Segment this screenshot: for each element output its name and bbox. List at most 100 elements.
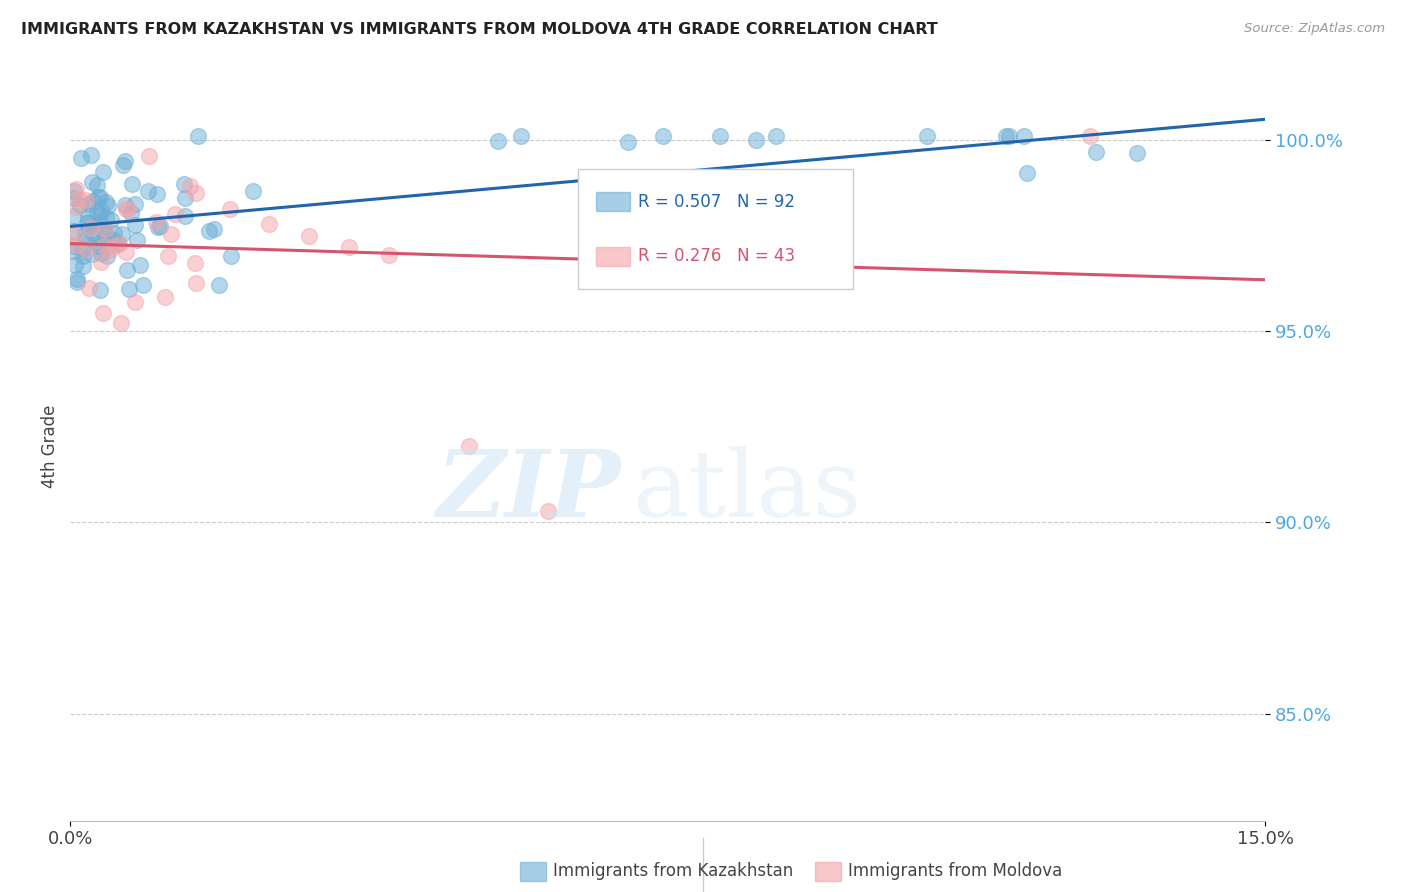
Point (509, 129, 531, 144)
Point (146, 187, 169, 202)
Point (298, 228, 321, 243)
Point (63, 239, 86, 253)
Point (259, 217, 281, 231)
Text: atlas: atlas (633, 446, 862, 536)
Point (91, 232, 114, 246)
Text: Immigrants from Moldova: Immigrants from Moldova (848, 863, 1062, 880)
Point (110, 317, 132, 331)
Point (179, 179, 201, 194)
Point (75, 232, 97, 246)
Point (87, 189, 110, 203)
Point (66, 276, 89, 290)
Point (91, 306, 114, 320)
Point (183, 256, 205, 270)
Point (198, 224, 221, 238)
FancyBboxPatch shape (596, 192, 630, 211)
Point (124, 197, 146, 211)
Point (148, 219, 170, 234)
Point (124, 294, 146, 309)
Point (696, 210, 718, 224)
Point (125, 233, 148, 247)
Point (72, 249, 94, 263)
Point (65, 200, 87, 214)
Point (66, 272, 89, 286)
Text: ZIP: ZIP (436, 446, 620, 536)
Point (65, 182, 87, 196)
Point (129, 258, 152, 272)
Point (75, 193, 97, 207)
Point (998, 129, 1021, 144)
FancyBboxPatch shape (578, 169, 853, 289)
Point (157, 249, 180, 263)
Point (77, 215, 100, 229)
Point (745, 133, 768, 147)
Point (1012, 129, 1035, 144)
Point (202, 221, 225, 235)
Point (82, 194, 104, 208)
Point (121, 177, 143, 191)
Point (149, 219, 172, 233)
Point (160, 227, 183, 241)
Point (186, 186, 208, 200)
Text: Source: ZipAtlas.com: Source: ZipAtlas.com (1244, 22, 1385, 36)
Point (77, 196, 100, 211)
Point (80, 148, 103, 162)
Point (651, 129, 673, 144)
Point (84, 235, 107, 249)
Point (174, 191, 197, 205)
Point (100, 244, 122, 258)
Point (82, 226, 104, 240)
Point (735, 188, 758, 202)
Point (337, 240, 360, 254)
Point (114, 202, 136, 216)
Point (63, 224, 86, 238)
Point (80, 175, 103, 189)
Point (63, 191, 86, 205)
Point (208, 277, 231, 292)
Y-axis label: 4th Grade: 4th Grade (41, 404, 59, 488)
Point (118, 282, 141, 296)
Point (93, 239, 115, 253)
Point (63, 258, 86, 272)
Point (103, 239, 125, 253)
Point (103, 234, 125, 248)
Point (89, 190, 111, 204)
Point (84, 218, 107, 232)
Point (915, 129, 938, 144)
Text: R = 0.276   N = 43: R = 0.276 N = 43 (638, 247, 796, 266)
Point (617, 135, 640, 149)
Point (173, 177, 195, 191)
Point (87, 217, 110, 231)
Point (70, 242, 93, 256)
Point (242, 184, 264, 198)
Point (138, 149, 160, 163)
Point (94, 222, 117, 236)
Point (86, 178, 108, 192)
Point (794, 204, 817, 219)
Point (65, 237, 87, 252)
Text: R = 0.507   N = 92: R = 0.507 N = 92 (638, 193, 794, 211)
Point (63, 209, 86, 223)
Point (112, 158, 135, 172)
Point (76, 216, 98, 230)
Point (93, 221, 115, 235)
Point (637, 221, 659, 235)
Point (145, 215, 167, 229)
Point (89, 283, 111, 297)
Point (63, 227, 86, 242)
Point (153, 290, 176, 304)
Point (765, 129, 787, 144)
Point (174, 209, 197, 223)
Point (80, 220, 103, 235)
Point (69, 197, 91, 211)
Point (120, 206, 142, 220)
Point (86, 203, 108, 218)
Point (75, 227, 97, 242)
Text: IMMIGRANTS FROM KAZAKHSTAN VS IMMIGRANTS FROM MOLDOVA 4TH GRADE CORRELATION CHAR: IMMIGRANTS FROM KAZAKHSTAN VS IMMIGRANTS… (21, 22, 938, 37)
Point (709, 129, 731, 144)
Point (90, 245, 112, 260)
Point (96, 249, 118, 263)
Point (67, 192, 90, 206)
Point (107, 236, 129, 251)
Point (163, 207, 186, 221)
